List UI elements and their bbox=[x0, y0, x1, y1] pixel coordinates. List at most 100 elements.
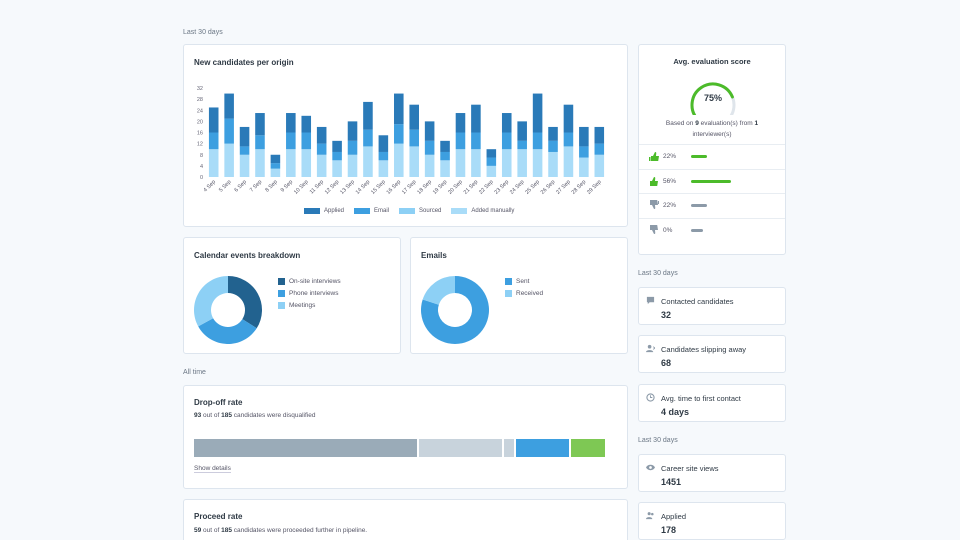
bar-segment-added-manually[interactable] bbox=[347, 154, 358, 177]
bar-segment-added-manually[interactable] bbox=[301, 149, 312, 177]
bar-segment-applied[interactable] bbox=[594, 126, 605, 144]
bar-segment-added-manually[interactable] bbox=[440, 160, 450, 177]
bar-segment-added-manually[interactable] bbox=[532, 149, 543, 177]
applied-card[interactable]: Applied 178 bbox=[638, 502, 786, 540]
legend-item-sent[interactable]: Sent bbox=[505, 278, 543, 285]
bar-segment-applied[interactable] bbox=[517, 121, 527, 141]
time-first-contact-card[interactable]: Avg. time to first contact 4 days bbox=[638, 384, 786, 422]
bar-segment-added-manually[interactable] bbox=[548, 151, 558, 177]
bar-segment-added-manually[interactable] bbox=[517, 149, 527, 177]
bar-segment-applied[interactable] bbox=[208, 107, 219, 133]
donut-slice-meetings[interactable] bbox=[194, 276, 228, 327]
bar-segment-added-manually[interactable] bbox=[363, 146, 373, 177]
bar-segment-applied[interactable] bbox=[347, 121, 358, 141]
legend-item-phone-interviews[interactable]: Phone interviews bbox=[278, 290, 341, 297]
bar-segment-applied[interactable] bbox=[363, 101, 373, 130]
bar-segment-added-manually[interactable] bbox=[455, 149, 466, 177]
bar-segment-email[interactable] bbox=[594, 143, 605, 155]
bar-segment-applied[interactable] bbox=[270, 154, 281, 164]
donut-slice-received[interactable] bbox=[422, 276, 455, 305]
bar-segment-applied[interactable] bbox=[301, 115, 312, 133]
legend-item-email[interactable]: Email bbox=[354, 208, 389, 214]
legend-item-received[interactable]: Received bbox=[505, 290, 543, 297]
legend-item-sourced[interactable]: Sourced bbox=[399, 208, 441, 214]
bar-segment-email[interactable] bbox=[255, 135, 265, 150]
bar-segment-added-manually[interactable] bbox=[579, 157, 589, 177]
show-details-link[interactable]: Show details bbox=[194, 465, 231, 473]
dropoff-segment[interactable] bbox=[503, 439, 515, 457]
donut-slice-phone-interviews[interactable] bbox=[198, 318, 257, 344]
bar-segment-email[interactable] bbox=[532, 132, 543, 150]
bar-segment-added-manually[interactable] bbox=[424, 154, 435, 177]
bar-segment-added-manually[interactable] bbox=[316, 154, 327, 177]
bar-segment-applied[interactable] bbox=[424, 121, 435, 141]
bar-segment-email[interactable] bbox=[378, 151, 389, 161]
bar-segment-added-manually[interactable] bbox=[270, 168, 281, 177]
bar-segment-applied[interactable] bbox=[440, 140, 450, 152]
bar-segment-applied[interactable] bbox=[378, 135, 389, 152]
bar-segment-applied[interactable] bbox=[394, 93, 404, 125]
donut-slice-sent[interactable] bbox=[421, 276, 489, 344]
bar-segment-applied[interactable] bbox=[563, 104, 574, 133]
bar-segment-applied[interactable] bbox=[316, 126, 327, 144]
bar-segment-email[interactable] bbox=[363, 129, 373, 147]
slipping-away-card[interactable]: Candidates slipping away 68 bbox=[638, 335, 786, 373]
contacted-candidates-card[interactable]: Contacted candidates 32 bbox=[638, 287, 786, 325]
legend-item-on-site-interviews[interactable]: On-site interviews bbox=[278, 278, 341, 285]
bar-segment-email[interactable] bbox=[579, 146, 589, 158]
bar-segment-email[interactable] bbox=[286, 132, 296, 150]
bar-segment-added-manually[interactable] bbox=[208, 149, 219, 177]
bar-segment-email[interactable] bbox=[424, 140, 435, 155]
bar-segment-email[interactable] bbox=[455, 132, 466, 150]
bar-segment-applied[interactable] bbox=[579, 126, 589, 147]
bar-segment-added-manually[interactable] bbox=[471, 149, 481, 177]
dropoff-segment[interactable] bbox=[418, 439, 502, 457]
bar-segment-added-manually[interactable] bbox=[332, 160, 342, 177]
bar-segment-added-manually[interactable] bbox=[563, 146, 574, 177]
bar-segment-applied[interactable] bbox=[455, 113, 466, 133]
bar-segment-added-manually[interactable] bbox=[286, 149, 296, 177]
bar-segment-applied[interactable] bbox=[224, 93, 234, 119]
bar-segment-added-manually[interactable] bbox=[394, 143, 404, 177]
bar-segment-added-manually[interactable] bbox=[409, 146, 419, 177]
bar-segment-email[interactable] bbox=[332, 151, 342, 161]
bar-segment-email[interactable] bbox=[224, 118, 234, 144]
bar-segment-email[interactable] bbox=[486, 157, 497, 166]
legend-item-applied[interactable]: Applied bbox=[304, 208, 344, 214]
bar-segment-email[interactable] bbox=[501, 132, 512, 150]
dropoff-segment[interactable] bbox=[571, 439, 605, 457]
dropoff-segment[interactable] bbox=[194, 439, 417, 457]
donut-slice-on-site-interviews[interactable] bbox=[228, 276, 262, 329]
bar-segment-applied[interactable] bbox=[409, 104, 419, 130]
bar-segment-email[interactable] bbox=[563, 132, 574, 147]
legend-item-meetings[interactable]: Meetings bbox=[278, 302, 341, 309]
bar-segment-email[interactable] bbox=[409, 129, 419, 147]
legend-item-added-manually[interactable]: Added manually bbox=[451, 208, 514, 214]
bar-segment-applied[interactable] bbox=[286, 113, 296, 133]
bar-segment-email[interactable] bbox=[208, 132, 219, 150]
bar-segment-added-manually[interactable] bbox=[501, 149, 512, 177]
bar-segment-applied[interactable] bbox=[255, 113, 265, 136]
bar-segment-email[interactable] bbox=[316, 143, 327, 155]
bar-segment-applied[interactable] bbox=[501, 113, 512, 133]
bar-segment-email[interactable] bbox=[471, 132, 481, 150]
bar-segment-applied[interactable] bbox=[471, 104, 481, 133]
bar-segment-applied[interactable] bbox=[548, 126, 558, 141]
bar-segment-added-manually[interactable] bbox=[224, 143, 234, 177]
dropoff-segment[interactable] bbox=[516, 439, 570, 457]
bar-segment-added-manually[interactable] bbox=[378, 160, 389, 177]
bar-segment-added-manually[interactable] bbox=[486, 165, 497, 177]
bar-segment-applied[interactable] bbox=[532, 93, 543, 133]
bar-segment-email[interactable] bbox=[301, 132, 312, 150]
bar-segment-email[interactable] bbox=[239, 146, 250, 155]
career-site-views-card[interactable]: Career site views 1451 bbox=[638, 454, 786, 492]
bar-segment-applied[interactable] bbox=[239, 126, 250, 147]
bar-segment-added-manually[interactable] bbox=[255, 149, 265, 177]
bar-segment-email[interactable] bbox=[517, 140, 527, 150]
bar-segment-email[interactable] bbox=[394, 124, 404, 144]
bar-segment-applied[interactable] bbox=[332, 140, 342, 152]
bar-segment-email[interactable] bbox=[347, 140, 358, 155]
bar-segment-added-manually[interactable] bbox=[594, 154, 605, 177]
bar-segment-email[interactable] bbox=[440, 151, 450, 161]
bar-segment-email[interactable] bbox=[270, 163, 281, 169]
